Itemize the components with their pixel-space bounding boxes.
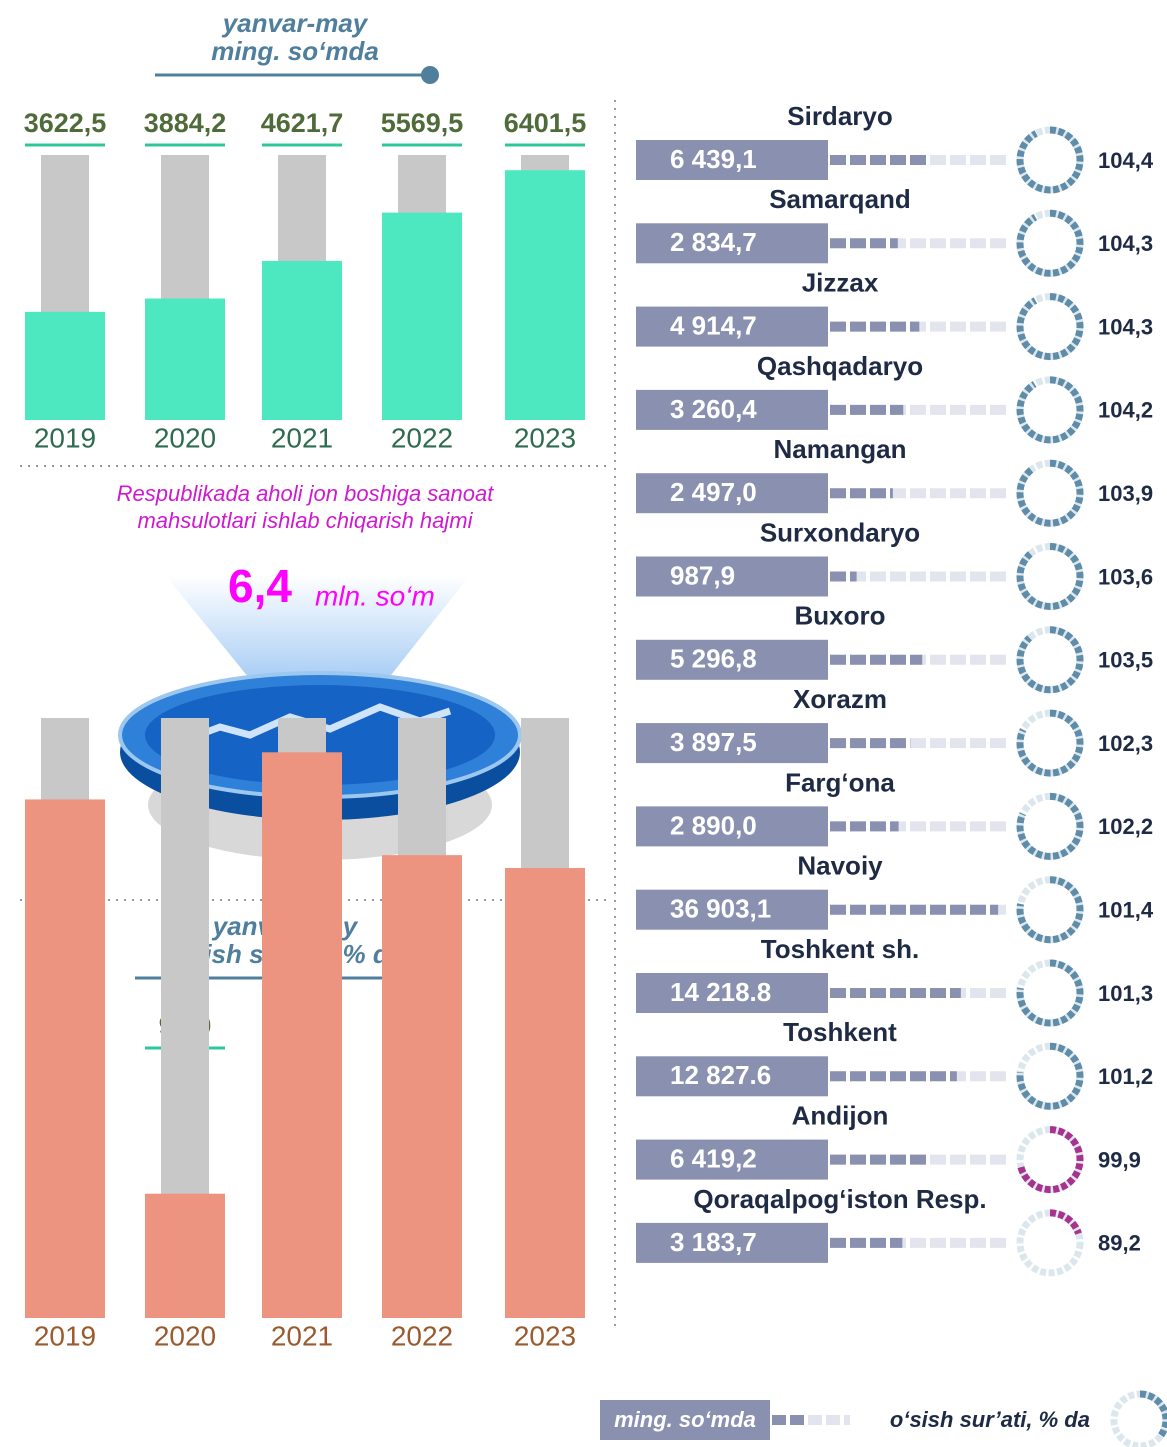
growth-label: 104,3 [1098, 314, 1153, 339]
growth-label: 104,4 [1098, 148, 1154, 173]
bar [262, 752, 342, 1318]
bar [145, 298, 225, 420]
region-name: Andijon [792, 1100, 889, 1130]
value-label: 6401,5 [504, 108, 587, 138]
x-tick-label: 2020 [154, 422, 216, 453]
region-name: Samarqand [769, 184, 911, 214]
growth-label: 104,3 [1098, 231, 1153, 256]
growth-label: 102,2 [1098, 814, 1153, 839]
value-label: 3 183,7 [670, 1227, 757, 1257]
bar [262, 261, 342, 420]
growth-label: 101,3 [1098, 981, 1153, 1006]
legend-label: ming. so‘mda [614, 1407, 756, 1432]
value-label: 5569,5 [381, 108, 464, 138]
gauge-track [1020, 1213, 1080, 1273]
bar [505, 868, 585, 1318]
value-label: 3622,5 [24, 108, 107, 138]
bar [382, 855, 462, 1318]
region-name: Namangan [774, 434, 907, 464]
growth-label: 101,2 [1098, 1064, 1153, 1089]
value-label: 3 897,5 [670, 727, 757, 757]
region-name: Sirdaryo [787, 101, 893, 131]
value-label: 6 439,1 [670, 144, 757, 174]
highlight-value: 6,4 [228, 560, 292, 612]
region-name: Toshkent sh. [761, 934, 919, 964]
growth-label: 101,4 [1098, 898, 1154, 923]
infographic: Respublikada aholi jon boshiga sanoat ma… [0, 0, 1167, 1447]
value-label: 3884,2 [144, 108, 227, 138]
value-label: 6 419,2 [670, 1143, 757, 1173]
bar [145, 1194, 225, 1318]
growth-label: 103,5 [1098, 648, 1153, 673]
growth-label: 89,2 [1098, 1231, 1141, 1256]
x-tick-label: 2023 [514, 1320, 576, 1351]
x-tick-label: 2023 [514, 422, 576, 453]
value-label: 987,9 [670, 560, 735, 590]
region-name: Toshkent [783, 1017, 897, 1047]
x-tick-label: 2019 [34, 1320, 96, 1351]
bar [382, 213, 462, 420]
growth-label: 102,3 [1098, 731, 1153, 756]
value-label: 5 296,8 [670, 644, 757, 674]
value-label: 12 827.6 [670, 1060, 771, 1090]
chart-title: yanvar-may [221, 8, 369, 38]
value-label: 4621,7 [261, 108, 344, 138]
chart-subtitle: ming. so‘mda [211, 36, 379, 66]
value-label: 4 914,7 [670, 310, 757, 340]
title-dot [421, 66, 439, 84]
x-tick-label: 2021 [271, 422, 333, 453]
value-label: 14 218.8 [670, 977, 771, 1007]
legend-label: o‘sish sur’ati, % da [890, 1407, 1090, 1432]
value-label: 2 834,7 [670, 227, 757, 257]
x-tick-label: 2022 [391, 422, 453, 453]
x-tick-label: 2019 [34, 422, 96, 453]
caption: mahsulotlari ishlab chiqarish hajmi [137, 508, 473, 533]
bar [505, 170, 585, 420]
growth-label: 99,9 [1098, 1147, 1141, 1172]
region-name: Buxoro [795, 601, 886, 631]
growth-label: 104,2 [1098, 398, 1153, 423]
region-name: Surxondaryo [760, 517, 920, 547]
value-label: 3 260,4 [670, 394, 757, 424]
x-tick-label: 2021 [271, 1320, 333, 1351]
region-name: Qoraqalpog‘iston Resp. [693, 1184, 986, 1214]
value-label: 2 497,0 [670, 477, 757, 507]
region-name: Qashqadaryo [757, 351, 923, 381]
value-label: 36 903,1 [670, 894, 771, 924]
bar [25, 799, 105, 1318]
caption: Respublikada aholi jon boshiga sanoat [117, 481, 495, 506]
value-label: 2 890,0 [670, 810, 757, 840]
growth-label: 103,6 [1098, 564, 1153, 589]
region-name: Navoiy [797, 851, 883, 881]
highlight-unit: mln. so‘m [315, 580, 435, 611]
region-name: Farg‘ona [785, 767, 895, 797]
x-tick-label: 2020 [154, 1320, 216, 1351]
growth-label: 103,9 [1098, 481, 1153, 506]
x-tick-label: 2022 [391, 1320, 453, 1351]
region-name: Jizzax [802, 267, 879, 297]
region-name: Xorazm [793, 684, 887, 714]
bar [25, 312, 105, 420]
